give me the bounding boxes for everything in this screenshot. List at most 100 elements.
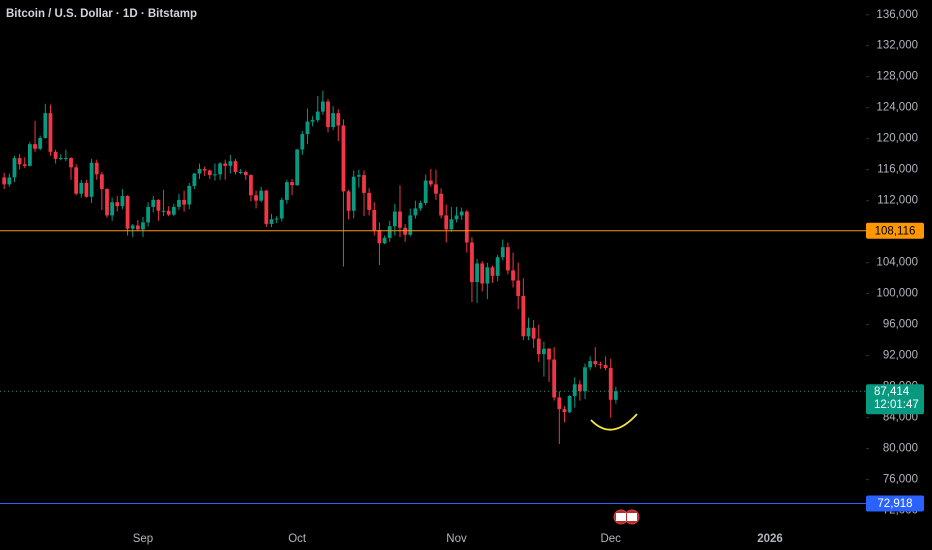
candle-body	[22, 164, 27, 166]
candle-body	[151, 199, 156, 207]
candle-body	[69, 158, 73, 168]
candle-body	[423, 180, 428, 204]
candle-body	[439, 193, 443, 216]
candle-body	[485, 267, 490, 284]
candle-body	[166, 210, 171, 215]
candle-body	[17, 158, 22, 165]
candle-body	[547, 348, 551, 360]
candle-body	[351, 176, 356, 211]
candle-body	[218, 163, 222, 175]
y-tick-label: 124,000	[876, 102, 918, 114]
candle-body	[110, 202, 115, 216]
candle-body	[392, 211, 397, 227]
candle-body	[346, 191, 351, 211]
candle-body	[320, 101, 325, 112]
countdown-label: 12:01:47	[874, 399, 919, 411]
candle-body	[238, 172, 243, 174]
candle-body	[243, 172, 248, 176]
candle-body	[526, 327, 531, 337]
candle-body	[516, 280, 521, 296]
y-tick-label: 116,000	[877, 164, 918, 176]
candle-body	[480, 263, 485, 284]
chart-title: Bitcoin / U.S. Dollar · 1D · Bitstamp	[6, 8, 197, 20]
candle-body	[7, 177, 12, 185]
candle-body	[521, 295, 526, 337]
candle-body	[475, 263, 479, 283]
candle-body	[449, 219, 454, 230]
candle-body	[274, 218, 279, 220]
candle-body	[500, 247, 505, 258]
candle-body	[12, 158, 17, 178]
annotation-curve	[590, 413, 638, 431]
x-tick-label: Sep	[133, 533, 153, 545]
candle-body	[38, 137, 43, 149]
y-tick-label: 96,000	[883, 319, 918, 331]
candle-body	[161, 210, 166, 212]
candle-body	[506, 247, 510, 271]
candle-body	[187, 185, 192, 205]
price-tag	[866, 222, 924, 239]
candle-body	[495, 257, 500, 276]
candle-body	[454, 215, 459, 220]
y-tick-label: 80,000	[883, 443, 918, 455]
candle-body	[146, 206, 151, 223]
candle-body	[362, 175, 366, 193]
candle-body	[63, 158, 68, 160]
candle-body	[536, 338, 541, 355]
candle-body	[290, 182, 294, 186]
candle-body	[341, 125, 346, 192]
candle-body	[285, 182, 289, 200]
y-tick-label: 128,000	[876, 71, 918, 83]
candle-body	[259, 190, 264, 201]
candle-body	[464, 211, 469, 243]
candle-body	[428, 180, 433, 185]
candle-body	[531, 327, 536, 339]
y-tick-label: 104,000	[876, 257, 918, 269]
candle-body	[249, 175, 253, 196]
candle-body	[470, 242, 474, 283]
candle-body	[58, 158, 63, 160]
candle-body	[577, 384, 582, 392]
candle-body	[552, 359, 557, 398]
candle-body	[326, 101, 330, 128]
price-tag-label: 108,116	[875, 225, 916, 237]
candle-body	[613, 391, 618, 400]
x-tick-label: 2026	[757, 533, 783, 545]
last-price-label: 87,414	[874, 386, 910, 398]
candle-body	[310, 120, 315, 122]
price-tag	[866, 495, 924, 512]
candle-body	[105, 189, 109, 216]
candle-body	[295, 149, 300, 186]
candle-body	[269, 219, 274, 224]
candle-body	[156, 199, 161, 211]
candle-body	[130, 225, 135, 229]
price-tag-label: 72,918	[877, 498, 912, 510]
plot-area	[0, 90, 866, 505]
candle-body	[372, 209, 377, 231]
candle-body	[382, 237, 387, 244]
candle-body	[300, 134, 305, 150]
x-tick-label: Nov	[446, 533, 467, 545]
candle-body	[197, 168, 202, 174]
candle-body	[408, 215, 413, 235]
candle-body	[459, 211, 464, 216]
y-axis: 72,00076,00080,00084,00088,00092,00096,0…	[133, 9, 918, 545]
candle-body	[171, 206, 176, 215]
candle-body	[89, 162, 94, 197]
candle-body	[182, 199, 186, 205]
candle-body	[33, 144, 37, 149]
candle-body	[542, 348, 546, 355]
candle-body	[48, 113, 53, 152]
candle-body	[125, 196, 130, 229]
candle-body	[315, 111, 320, 121]
candle-body	[398, 211, 402, 228]
candle-body	[588, 361, 593, 368]
candle-body	[213, 174, 217, 176]
candle-body	[336, 113, 341, 126]
candle-body	[572, 384, 577, 396]
candle-body	[233, 161, 238, 173]
candle-body	[567, 395, 572, 413]
candle-body	[598, 364, 603, 366]
